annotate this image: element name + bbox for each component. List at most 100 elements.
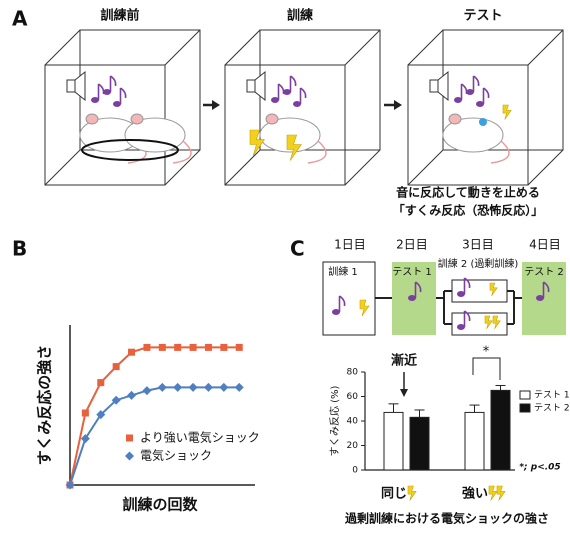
line	[527, 149, 564, 186]
box-train2b	[451, 312, 508, 336]
legend-marker	[125, 451, 134, 461]
speaker-icon	[246, 79, 256, 93]
music-note-flag	[290, 75, 297, 87]
bar	[383, 411, 404, 471]
mouse-ear	[85, 113, 99, 125]
point	[127, 390, 137, 400]
music-note	[454, 97, 462, 103]
music-note-flag	[473, 75, 480, 87]
sweat-drop	[479, 118, 487, 126]
day-label: 2日目	[396, 238, 428, 252]
lightning-icon	[407, 485, 417, 501]
point	[96, 410, 106, 420]
caption: 音に反応して動きを止める	[396, 185, 540, 200]
series-line	[69, 346, 240, 486]
legend-label: テスト 2	[534, 403, 570, 414]
music-note-flag	[543, 281, 550, 293]
music-note-flag	[110, 75, 117, 87]
caption: 「すくみ反応（恐怖反応）」	[393, 203, 543, 218]
bar	[490, 389, 511, 471]
legend-swatch	[519, 390, 531, 400]
music-note	[457, 291, 465, 297]
lightning-icon	[489, 282, 498, 296]
x-axis-label: 訓練の回数	[122, 496, 198, 514]
music-note	[113, 101, 121, 107]
line	[527, 29, 564, 66]
point	[128, 348, 136, 356]
point	[219, 382, 229, 392]
speaker-icon	[66, 79, 76, 93]
mouse-tail	[490, 140, 510, 164]
box-label: 訓練 1	[328, 265, 358, 278]
annotation: *; p<.05	[519, 463, 560, 473]
point	[97, 379, 105, 387]
step-title: 訓練前	[100, 8, 139, 24]
lightning-icon	[492, 315, 501, 329]
music-note-flag	[464, 310, 471, 322]
bar	[409, 416, 430, 471]
y-tick-label: 0	[352, 466, 358, 476]
lightning-icon	[488, 485, 498, 501]
line	[224, 29, 261, 66]
point	[112, 363, 120, 371]
lightning-icon	[359, 299, 370, 317]
point	[111, 395, 121, 405]
music-note	[283, 89, 291, 95]
music-note-flag	[464, 277, 471, 289]
line	[224, 149, 261, 186]
arrow-head	[212, 100, 220, 110]
significance-bracket	[472, 357, 501, 380]
box-train1	[322, 261, 376, 336]
point	[204, 343, 212, 351]
point	[65, 480, 75, 490]
point	[80, 434, 90, 444]
line	[164, 29, 201, 66]
music-note	[457, 324, 465, 330]
speaker-cone	[437, 70, 449, 102]
music-note-flag	[483, 87, 490, 99]
mouse-tail	[307, 140, 327, 164]
y-axis-label: すくみ反応 (%)	[328, 385, 341, 456]
music-note	[466, 89, 474, 95]
cage-front	[407, 64, 529, 186]
legend-label: 電気ショック	[140, 448, 212, 463]
lightning-icon	[496, 485, 506, 501]
point	[220, 343, 228, 351]
mouse-ear	[448, 113, 462, 125]
point	[81, 409, 89, 417]
music-note	[293, 101, 301, 107]
x-tick-label: 同じ	[381, 487, 407, 502]
music-note	[332, 309, 340, 315]
line	[344, 149, 381, 186]
speaker-icon	[429, 79, 439, 93]
day-label: 1日目	[334, 238, 366, 252]
music-note	[271, 97, 279, 103]
legend-label: より強い電気ショック	[140, 430, 260, 445]
mouse-tail	[172, 140, 192, 164]
y-tick-label: 40	[347, 417, 359, 427]
point	[158, 343, 166, 351]
y-tick-label: 20	[347, 441, 359, 451]
mouse-body	[442, 117, 504, 153]
annotation: 漸近	[391, 353, 417, 369]
line	[44, 149, 81, 186]
arrow-head	[394, 100, 402, 110]
music-note	[476, 101, 484, 107]
panel-label: A	[12, 7, 28, 31]
music-note	[536, 295, 544, 301]
point	[174, 343, 182, 351]
panel-label: C	[290, 237, 305, 261]
bar	[464, 411, 485, 471]
arrow-head	[400, 389, 408, 397]
box-test2	[522, 262, 566, 335]
step-title: 訓練	[287, 8, 313, 24]
line	[44, 29, 81, 66]
line	[344, 29, 381, 66]
y-tick-label: 80	[347, 368, 359, 378]
y-axis-label: すくみ反応の強さ	[36, 345, 54, 466]
x-axis-label: 過剰訓練における電気ショックの強さ	[344, 511, 549, 526]
box-label: テスト 1	[392, 267, 432, 278]
line	[407, 149, 444, 186]
legend-label: テスト 1	[534, 390, 570, 401]
